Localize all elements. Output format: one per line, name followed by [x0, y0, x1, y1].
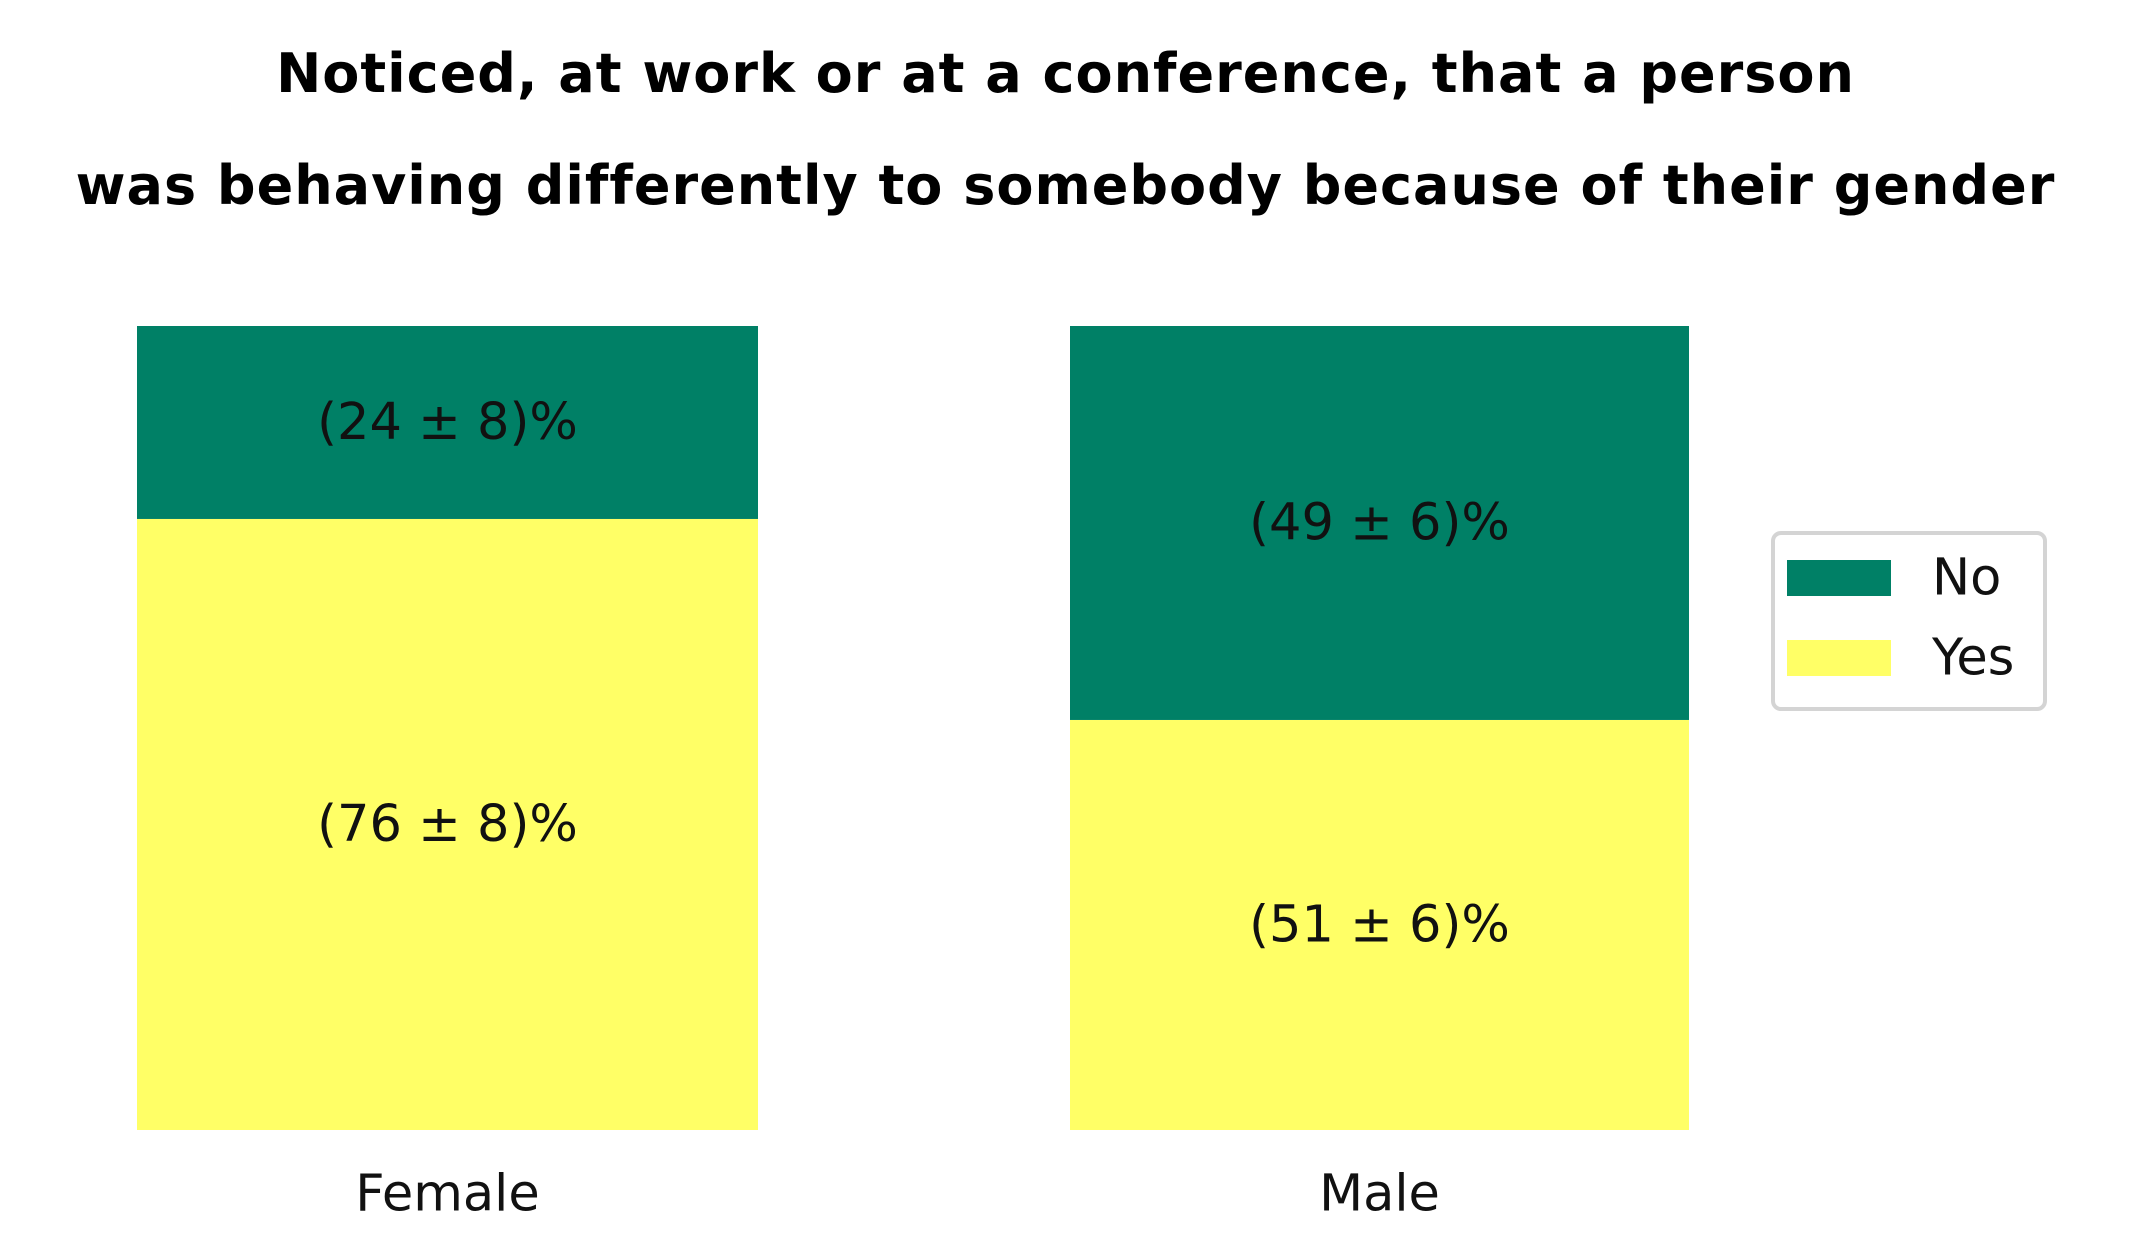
data-label-male-no: (49 ± 6)%: [1249, 493, 1510, 552]
bar-male-yes: [1070, 719, 1689, 1130]
category-label-female: Female: [355, 1165, 539, 1224]
legend: No Yes: [1771, 531, 2047, 711]
segment-labels-layer: (76 ± 8)% (24 ± 8)% (51 ± 6)% (49 ± 6)%: [317, 393, 1510, 954]
bar-female-no: [137, 326, 758, 519]
bar-female-yes: [137, 518, 758, 1130]
data-label-male-yes: (51 ± 6)%: [1249, 895, 1510, 954]
category-labels-layer: Female Male: [355, 1165, 1440, 1224]
chart-title-line-2: was behaving differently to somebody bec…: [75, 154, 2056, 217]
legend-items: No Yes: [1787, 549, 2014, 688]
legend-label-no: No: [1932, 549, 2001, 608]
chart-title-line-1: Noticed, at work or at a conference, tha…: [276, 42, 1855, 105]
bars-layer: [137, 326, 1689, 1130]
data-label-female-yes: (76 ± 8)%: [317, 795, 578, 854]
legend-label-yes: Yes: [1931, 629, 2014, 688]
chart-title: Noticed, at work or at a conference, tha…: [0, 18, 2131, 242]
data-label-female-no: (24 ± 8)%: [317, 393, 578, 452]
category-label-male: Male: [1319, 1165, 1440, 1224]
legend-swatch-yes: [1787, 640, 1891, 676]
legend-swatch-no: [1787, 560, 1891, 596]
bar-male-no: [1070, 326, 1689, 720]
